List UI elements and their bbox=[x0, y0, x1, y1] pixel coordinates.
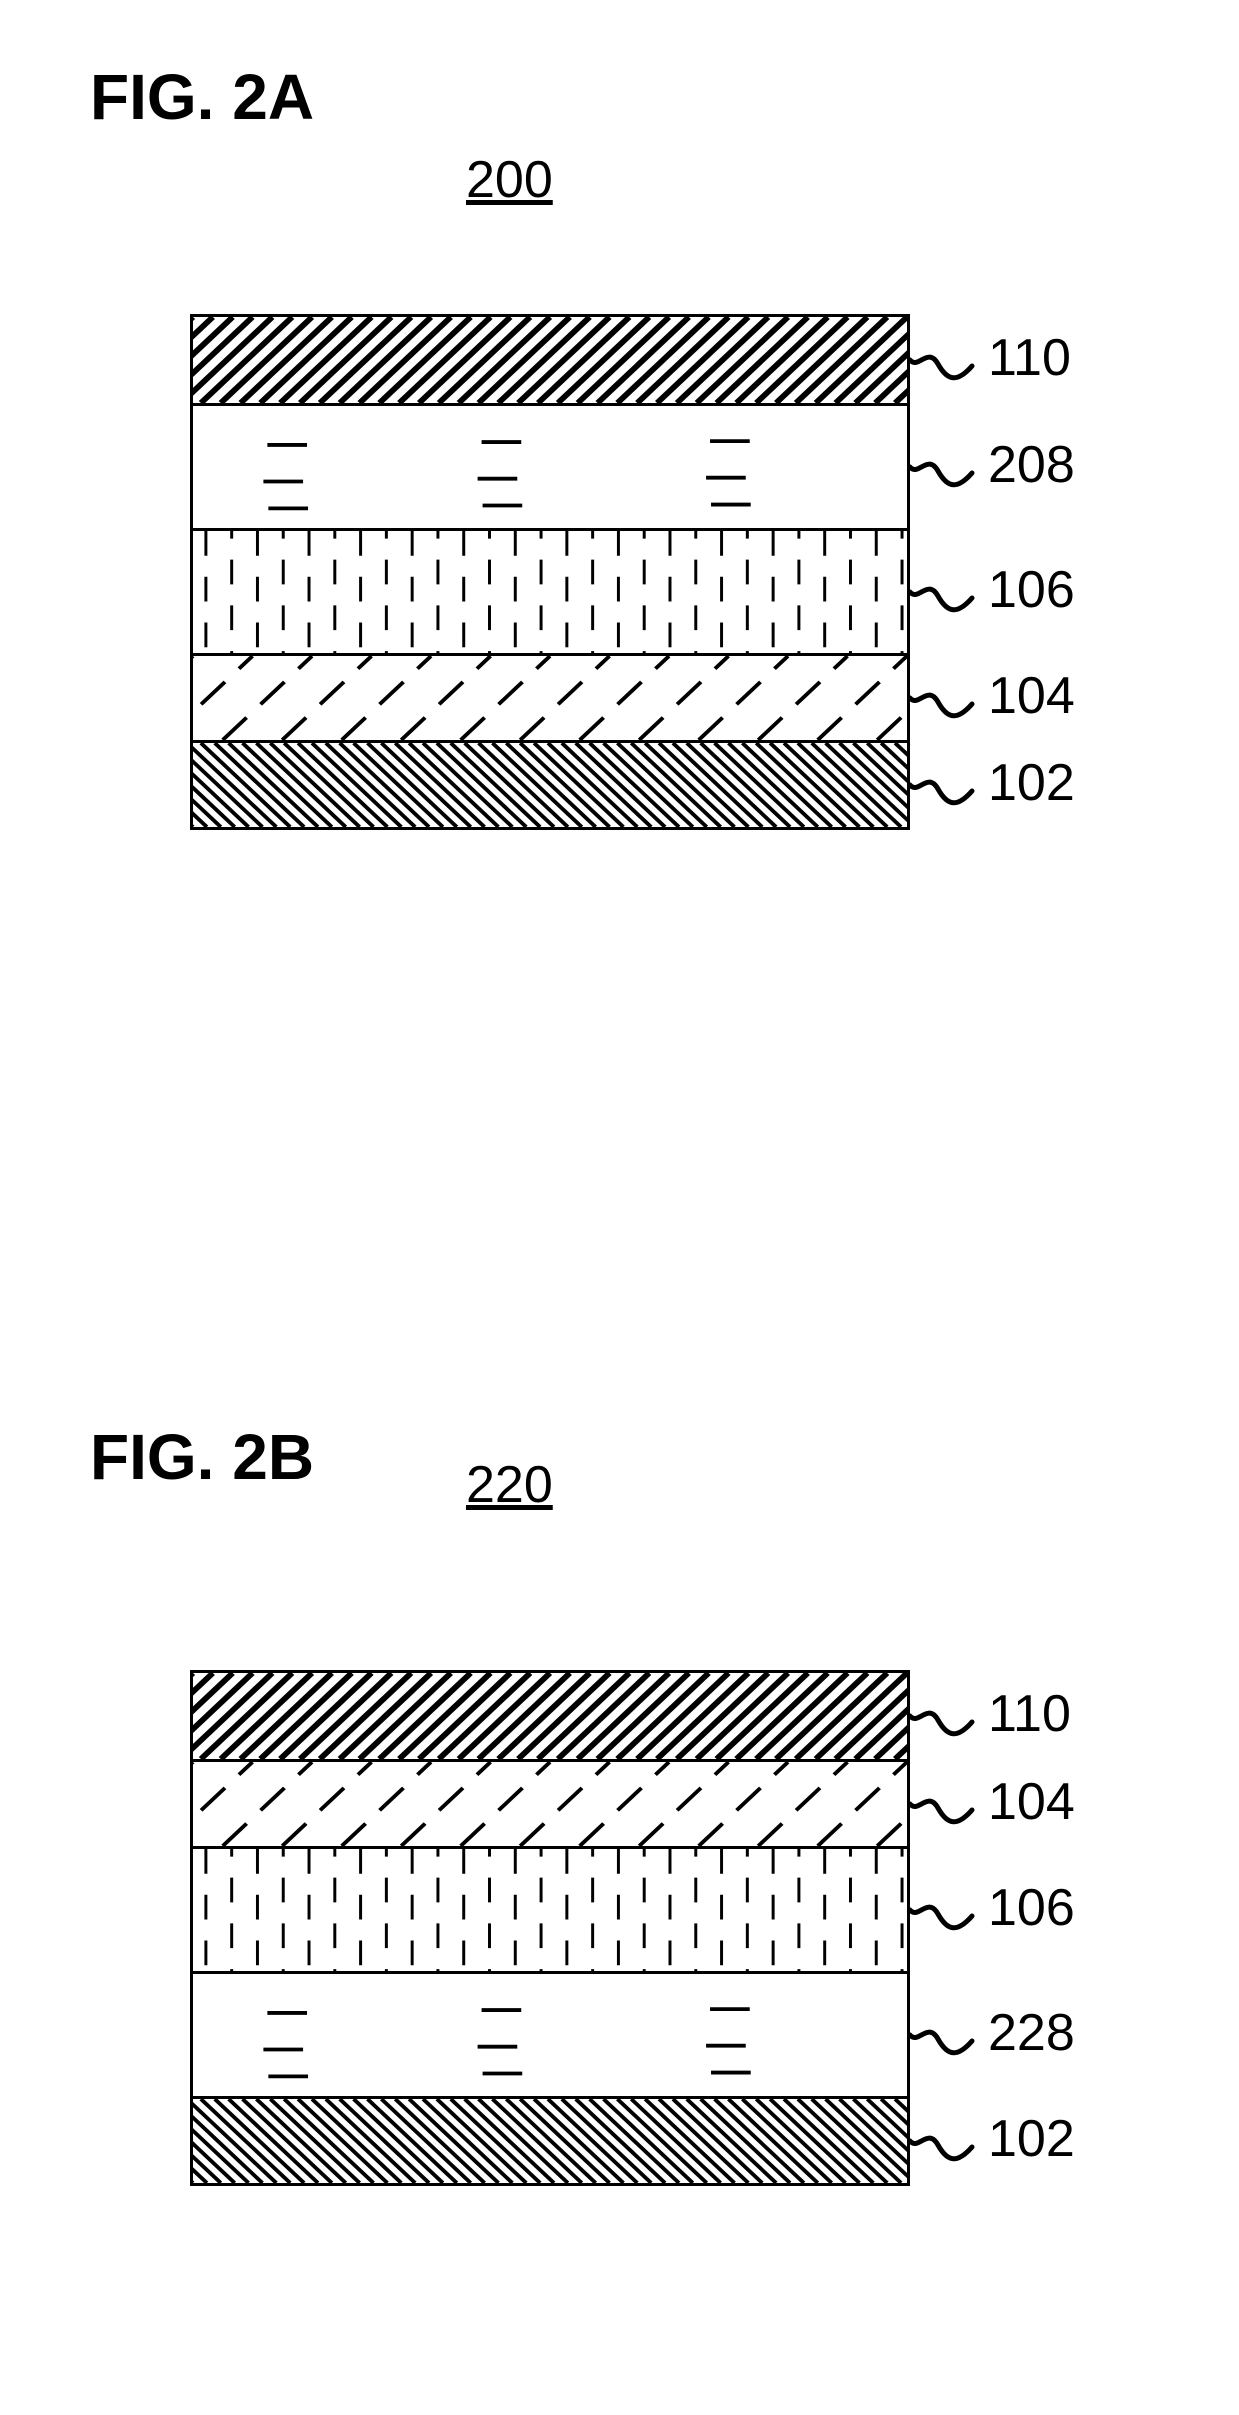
fig-a-ref-number: 200 bbox=[466, 150, 553, 210]
layer-label-110: 110 bbox=[988, 1684, 1071, 1744]
layer-label-208: 208 bbox=[988, 435, 1075, 495]
layer-110 bbox=[190, 314, 910, 406]
layer-label-104: 104 bbox=[988, 1772, 1075, 1832]
fig-a-title: FIG. 2A bbox=[90, 60, 314, 134]
lead-line bbox=[906, 1774, 996, 1834]
lead-line bbox=[906, 330, 996, 390]
fig-b-ref-number: 220 bbox=[466, 1455, 553, 1515]
layer-106 bbox=[190, 1846, 910, 1974]
lead-line bbox=[906, 562, 996, 622]
lead-line bbox=[906, 2005, 996, 2065]
lead-line bbox=[906, 2111, 996, 2171]
layer-208 bbox=[190, 403, 910, 531]
layer-label-104: 104 bbox=[988, 666, 1075, 726]
layer-label-110: 110 bbox=[988, 328, 1071, 388]
fig-a-layer-stack bbox=[190, 314, 910, 830]
page: FIG. 2A 200 FIG. 2B 220 110 208 106 104 102 1… bbox=[0, 0, 1239, 2415]
lead-line bbox=[906, 755, 996, 815]
lead-line bbox=[906, 668, 996, 728]
layer-110 bbox=[190, 1670, 910, 1762]
fig-b-layer-stack bbox=[190, 1670, 910, 2186]
lead-line bbox=[906, 437, 996, 497]
fig-b-title: FIG. 2B bbox=[90, 1420, 314, 1494]
layer-228 bbox=[190, 1971, 910, 2099]
layer-102 bbox=[190, 740, 910, 830]
lead-line bbox=[906, 1686, 996, 1746]
layer-label-106: 106 bbox=[988, 560, 1075, 620]
layer-label-102: 102 bbox=[988, 753, 1075, 813]
layer-104 bbox=[190, 653, 910, 743]
layer-102 bbox=[190, 2096, 910, 2186]
layer-106 bbox=[190, 528, 910, 656]
layer-label-106: 106 bbox=[988, 1878, 1075, 1938]
layer-label-228: 228 bbox=[988, 2003, 1075, 2063]
lead-line bbox=[906, 1880, 996, 1940]
layer-label-102: 102 bbox=[988, 2109, 1075, 2169]
layer-104 bbox=[190, 1759, 910, 1849]
